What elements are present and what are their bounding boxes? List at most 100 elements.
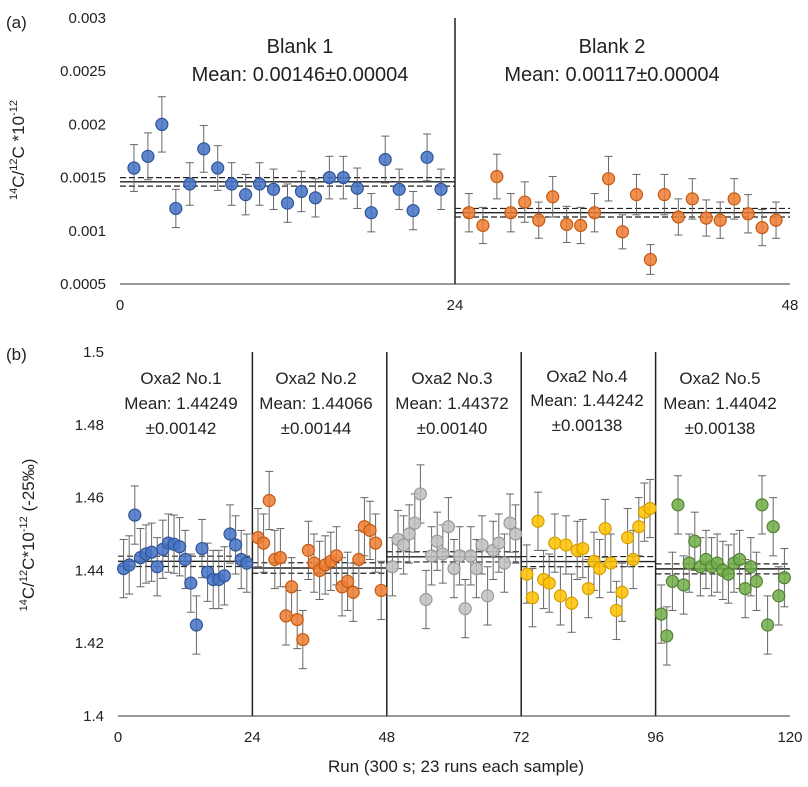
data-point — [225, 177, 239, 191]
panel-a-y-tick-label: 0.0015 — [60, 170, 106, 187]
data-point — [772, 589, 786, 603]
panel-b-x-tick-label: 120 — [777, 729, 802, 746]
data-point — [481, 589, 495, 603]
data-point — [374, 583, 388, 598]
data-point — [492, 536, 506, 550]
data-point — [257, 536, 271, 550]
data-point — [430, 534, 444, 548]
data-point — [682, 556, 696, 570]
data-point — [406, 203, 420, 218]
oxa2-no3-sd: ±0.00140 — [417, 419, 488, 438]
data-point — [273, 551, 287, 565]
panel-b-y-tick-label: 1.44 — [75, 562, 104, 579]
oxa2-no1-title: Oxa2 No.1 — [140, 369, 221, 388]
oxa2-no3-annotation: Oxa2 No.3 Mean: 1.44372 ±0.00140 — [395, 369, 508, 438]
data-point — [727, 192, 741, 206]
data-point — [766, 520, 780, 534]
data-point — [183, 177, 197, 191]
data-point — [777, 571, 792, 585]
blank-1-mean: Mean: 0.00146±0.00004 — [192, 64, 409, 86]
panel-b-x-tick-label: 48 — [378, 729, 395, 746]
data-point — [369, 536, 383, 550]
data-point — [744, 560, 758, 574]
data-point — [604, 556, 618, 570]
data-point — [122, 558, 136, 572]
data-point — [587, 206, 602, 220]
oxa2-no1-annotation: Oxa2 No.1 Mean: 1.44249 ±0.00142 — [124, 369, 237, 438]
data-point — [350, 181, 364, 195]
data-point — [620, 531, 635, 545]
panel-a-y-tick-label: 0.002 — [68, 116, 106, 133]
oxa2-no3-mean: Mean: 1.44372 — [395, 394, 508, 413]
data-point — [262, 493, 276, 508]
data-point — [713, 213, 727, 227]
panel-a-y-tick-label: 0.001 — [68, 223, 106, 240]
data-point — [301, 543, 315, 557]
data-point — [497, 556, 511, 570]
data-point — [458, 602, 472, 616]
panel-a-x-tick-label: 24 — [447, 297, 464, 314]
data-point — [660, 629, 674, 643]
data-point — [453, 549, 467, 563]
data-point — [402, 527, 416, 541]
panel-b: (b) 14C/12C*10-12 (-25‰) 1.4 1.42 1.44 1.46… — [6, 344, 803, 776]
data-point — [615, 225, 630, 239]
data-point — [553, 589, 568, 603]
data-point — [217, 569, 231, 583]
data-point — [266, 182, 281, 196]
panel-a-y-tick-label: 0.0025 — [60, 63, 106, 80]
data-point — [150, 560, 164, 574]
oxa2-no4-annotation: Oxa2 No.4 Mean: 1.44242 ±0.00138 — [530, 367, 643, 435]
panel-b-y-tick-label: 1.4 — [83, 708, 104, 725]
data-point — [128, 508, 142, 522]
data-point — [223, 527, 237, 541]
data-point — [155, 117, 169, 132]
panel-b-y-ticks: 1.4 1.42 1.44 1.46 1.48 1.5 — [75, 344, 104, 725]
data-point — [685, 192, 699, 206]
data-point — [239, 188, 253, 202]
data-point — [559, 538, 573, 552]
data-point — [296, 632, 310, 647]
panel-a-x-tick-label: 0 — [116, 297, 124, 314]
panel-b-y-tick-label: 1.42 — [75, 635, 104, 652]
data-point — [352, 552, 366, 567]
data-point — [769, 213, 783, 227]
data-point — [518, 195, 532, 209]
panel-a-y-ticks: 0.0005 0.001 0.0015 0.002 0.0025 0.003 — [60, 10, 106, 293]
blank-2-title: Blank 2 — [579, 36, 646, 58]
data-point — [434, 182, 448, 196]
data-point — [503, 516, 517, 530]
oxa2-no4-sd: ±0.00138 — [552, 416, 623, 435]
panel-b-y-tick-label: 1.5 — [83, 344, 104, 361]
data-point — [462, 206, 476, 220]
oxa2-no2-annotation: Oxa2 No.2 Mean: 1.44066 ±0.00144 — [259, 369, 372, 438]
oxa2-no5-title: Oxa2 No.5 — [679, 369, 760, 388]
panel-b-points — [116, 464, 792, 670]
panel-a-annotation-2: Blank 2 Mean: 0.00117±0.00004 — [504, 36, 719, 86]
data-point — [721, 567, 736, 581]
panel-a-label: (a) — [6, 13, 27, 32]
data-point — [609, 603, 624, 618]
data-point — [576, 541, 590, 556]
data-point — [592, 561, 607, 576]
data-point — [564, 596, 579, 610]
data-point — [378, 152, 392, 167]
data-point — [464, 549, 478, 563]
data-point — [738, 581, 752, 596]
data-point — [749, 574, 764, 588]
data-point — [385, 560, 399, 574]
data-point — [520, 567, 534, 581]
data-point — [364, 206, 378, 220]
data-point — [632, 520, 646, 534]
data-point — [525, 591, 540, 605]
data-point — [280, 196, 295, 210]
data-point — [671, 498, 685, 512]
data-point — [229, 538, 243, 552]
data-point — [240, 556, 254, 570]
data-point — [141, 149, 155, 163]
data-point — [665, 574, 680, 588]
data-point — [279, 609, 293, 623]
data-point — [626, 552, 640, 567]
data-point — [548, 536, 562, 550]
data-point — [408, 516, 422, 530]
